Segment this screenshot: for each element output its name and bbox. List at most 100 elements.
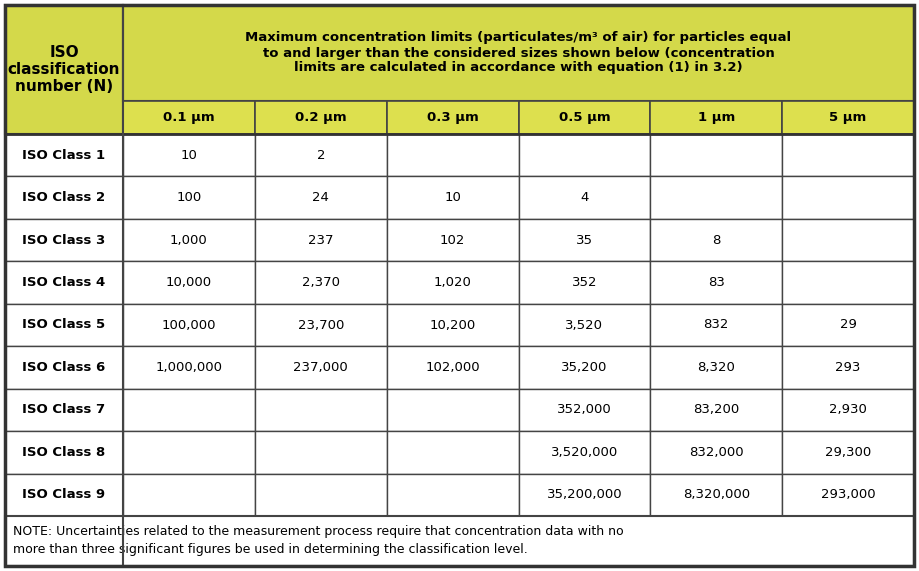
Text: 29,300: 29,300 (825, 446, 871, 459)
Text: 5 μm: 5 μm (830, 111, 867, 124)
Text: ISO Class 8: ISO Class 8 (22, 446, 106, 459)
Bar (123, 346, 255, 389)
Text: 83: 83 (708, 276, 725, 289)
Text: 0.2 μm: 0.2 μm (295, 111, 346, 124)
Bar (518, 389, 651, 431)
Text: 2: 2 (316, 148, 325, 162)
Bar (255, 262, 387, 304)
Bar (5, 473, 123, 516)
Text: 832: 832 (704, 319, 729, 332)
Text: 0.1 μm: 0.1 μm (163, 111, 215, 124)
Text: 293: 293 (835, 361, 861, 374)
Bar (123, 134, 255, 176)
Bar (387, 346, 518, 389)
Text: 3,520: 3,520 (565, 319, 604, 332)
Bar (123, 101, 255, 134)
Bar (123, 262, 255, 304)
Text: ISO Class 6: ISO Class 6 (22, 361, 106, 374)
Bar (255, 389, 387, 431)
Bar (782, 473, 914, 516)
Text: 237,000: 237,000 (293, 361, 348, 374)
Bar (255, 346, 387, 389)
Bar (123, 473, 255, 516)
Text: Maximum concentration limits (particulates/m³ of air) for particles equal
to and: Maximum concentration limits (particulat… (245, 31, 791, 74)
Bar (782, 262, 914, 304)
Bar (387, 134, 518, 176)
Text: 35,200: 35,200 (562, 361, 607, 374)
Bar (123, 219, 255, 262)
Bar (518, 262, 651, 304)
Bar (255, 134, 387, 176)
Bar (518, 473, 651, 516)
Bar (255, 101, 387, 134)
Bar (387, 176, 518, 219)
Bar (518, 346, 651, 389)
Text: 29: 29 (840, 319, 857, 332)
Text: 100: 100 (176, 191, 201, 204)
Text: NOTE: Uncertainties related to the measurement process require that concentratio: NOTE: Uncertainties related to the measu… (13, 525, 624, 557)
Bar (387, 219, 518, 262)
Bar (518, 219, 651, 262)
Bar (651, 346, 782, 389)
Bar (387, 389, 518, 431)
Bar (387, 304, 518, 346)
Text: ISO
classification
number (N): ISO classification number (N) (7, 45, 120, 94)
Text: 2,370: 2,370 (301, 276, 340, 289)
Bar (5, 262, 123, 304)
Bar (255, 473, 387, 516)
Bar (782, 134, 914, 176)
Bar (651, 219, 782, 262)
Text: 10,000: 10,000 (165, 276, 212, 289)
Bar (255, 219, 387, 262)
Text: 23,700: 23,700 (298, 319, 344, 332)
Bar (5, 516, 914, 566)
Text: 24: 24 (312, 191, 329, 204)
Bar (255, 304, 387, 346)
Bar (518, 304, 651, 346)
Bar (651, 134, 782, 176)
Bar (387, 473, 518, 516)
Bar (782, 101, 914, 134)
Bar (5, 431, 123, 473)
Bar (782, 304, 914, 346)
Bar (387, 262, 518, 304)
Text: 3,520,000: 3,520,000 (550, 446, 618, 459)
Text: 1,000: 1,000 (170, 234, 208, 247)
Text: 1,000,000: 1,000,000 (155, 361, 222, 374)
Bar (123, 431, 255, 473)
Bar (518, 134, 651, 176)
Text: 35: 35 (576, 234, 593, 247)
Text: ISO Class 2: ISO Class 2 (22, 191, 106, 204)
Text: 293,000: 293,000 (821, 488, 876, 501)
Text: 352: 352 (572, 276, 597, 289)
Text: 10: 10 (180, 148, 198, 162)
Bar (651, 304, 782, 346)
Bar (651, 473, 782, 516)
Text: 10: 10 (444, 191, 461, 204)
Text: 2,930: 2,930 (829, 403, 867, 416)
Bar (782, 389, 914, 431)
Text: ISO Class 1: ISO Class 1 (22, 148, 106, 162)
Bar (651, 389, 782, 431)
Text: 237: 237 (308, 234, 334, 247)
Text: 4: 4 (580, 191, 588, 204)
Bar (5, 219, 123, 262)
Bar (782, 431, 914, 473)
Bar (387, 431, 518, 473)
Text: 832,000: 832,000 (689, 446, 743, 459)
Bar (5, 304, 123, 346)
Bar (518, 431, 651, 473)
Text: 83,200: 83,200 (693, 403, 740, 416)
Bar (5, 5, 123, 134)
Text: 102,000: 102,000 (425, 361, 480, 374)
Bar (255, 431, 387, 473)
Bar (387, 101, 518, 134)
Bar (651, 176, 782, 219)
Text: 8,320: 8,320 (698, 361, 735, 374)
Bar (651, 431, 782, 473)
Text: ISO Class 9: ISO Class 9 (22, 488, 106, 501)
Bar (782, 219, 914, 262)
Text: 1,020: 1,020 (434, 276, 471, 289)
Bar (123, 389, 255, 431)
Text: 100,000: 100,000 (162, 319, 216, 332)
